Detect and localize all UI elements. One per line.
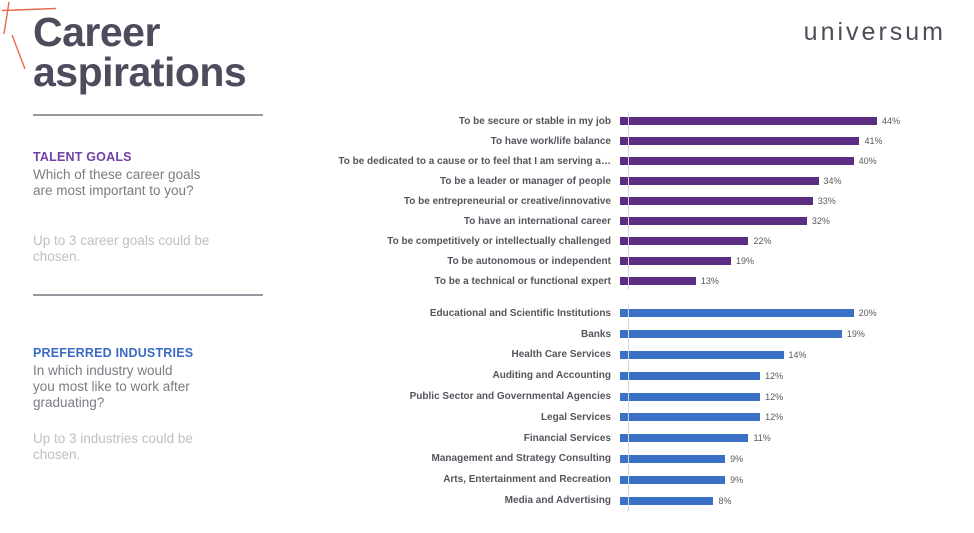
value-label: 40% — [858, 156, 877, 166]
chart-row: Health Care Services 14% — [325, 345, 965, 366]
value-label: 12% — [765, 370, 784, 381]
value-label: 19% — [735, 256, 754, 266]
universum-logo: universum — [803, 18, 946, 46]
bar — [620, 434, 749, 443]
bar — [620, 277, 696, 285]
category-label: To be entrepreneurial or creative/innova… — [403, 195, 611, 207]
category-label: Health Care Services — [511, 349, 611, 361]
chart-row: Public Sector and Governmental Agencies 1… — [325, 386, 965, 407]
bar — [620, 350, 784, 359]
value-label: 12% — [765, 412, 784, 423]
bar — [620, 330, 842, 339]
chart-row: Arts, Entertainment and Recreation 9% — [325, 469, 965, 490]
chart-row: To have an international career 32% — [325, 211, 965, 231]
value-label: 20% — [858, 308, 877, 319]
talent-goals-chart: To be secure or stable in my job 44% To ha… — [325, 111, 965, 291]
value-label: 44% — [881, 116, 900, 126]
value-label: 33% — [817, 196, 836, 206]
value-label: 14% — [788, 349, 807, 360]
category-label: To be autonomous or independent — [447, 255, 611, 267]
chart-row: Management and Strategy Consulting 9% — [325, 449, 965, 470]
bar — [620, 197, 813, 205]
chart-row: Media and Advertising 8% — [325, 490, 965, 511]
value-label: 13% — [700, 276, 719, 286]
category-label: Public Sector and Governmental Agencies — [409, 391, 611, 403]
bar — [620, 413, 761, 422]
bar — [620, 117, 877, 125]
chart-row: Educational and Scientific Institutions 2… — [325, 303, 965, 324]
page-title-line2: aspirations — [33, 49, 247, 96]
bar — [620, 454, 726, 463]
chart-row: Auditing and Accounting 12% — [325, 365, 965, 386]
preferred-industries-question: In which industry would you most like to… — [33, 363, 190, 410]
chart-row: Banks 19% — [325, 324, 965, 345]
value-label: 34% — [823, 176, 842, 186]
corner-sketch-decoration — [1, 1, 57, 70]
preferred-industries-note: Up to 3 industries could be chosen. — [33, 431, 193, 462]
talent-goals-question: Which of these career goals are most imp… — [33, 167, 201, 198]
bar — [620, 157, 854, 165]
category-label: To be a leader or manager of people — [440, 175, 611, 187]
chart-row: To have work/life balance 41% — [325, 131, 965, 151]
category-label: Arts, Entertainment and Recreation — [443, 474, 611, 486]
bar — [620, 177, 819, 185]
category-label: Auditing and Accounting — [492, 370, 611, 382]
divider-top — [33, 114, 263, 116]
category-label: To have work/life balance — [490, 135, 611, 147]
page-title-line1: Career — [33, 9, 160, 55]
chart-row: To be dedicated to a cause or to feel th… — [325, 151, 965, 171]
category-label: To have an international career — [463, 215, 611, 227]
section-heading-talent-goals: TALENT GOALS — [33, 150, 132, 164]
chart-row: Financial Services 11% — [325, 428, 965, 449]
category-label: To be dedicated to a cause or to feel th… — [338, 155, 611, 167]
talent-goals-note: Up to 3 career goals could be chosen. — [33, 233, 210, 264]
bar — [620, 257, 731, 265]
value-label: 19% — [846, 329, 865, 340]
category-label: To be secure or stable in my job — [458, 115, 611, 127]
value-label: 12% — [765, 391, 784, 402]
bar — [620, 371, 761, 380]
bar — [620, 475, 726, 484]
section-heading-preferred-industries: PREFERRED INDUSTRIES — [33, 346, 194, 360]
chart-row: To be a technical or functional expert 13… — [325, 271, 965, 291]
value-label: 8% — [718, 495, 732, 506]
chart-row: To be secure or stable in my job 44% — [325, 111, 965, 131]
chart-row: To be entrepreneurial or creative/innova… — [325, 191, 965, 211]
value-label: 22% — [753, 236, 772, 246]
category-label: To be competitively or intellectually ch… — [387, 235, 611, 247]
category-label: Legal Services — [540, 411, 611, 423]
chart-row: Legal Services 12% — [325, 407, 965, 428]
value-label: 9% — [730, 474, 744, 485]
bar — [620, 137, 860, 145]
category-label: Financial Services — [523, 432, 611, 444]
value-label: 41% — [864, 136, 883, 146]
category-label: Banks — [580, 328, 611, 340]
bar — [620, 496, 714, 505]
preferred-industries-chart: Educational and Scientific Institutions 2… — [325, 303, 965, 512]
bar — [620, 237, 749, 245]
category-label: Media and Advertising — [504, 495, 611, 507]
bar — [620, 217, 807, 225]
value-label: 9% — [730, 453, 744, 464]
chart-row: To be competitively or intellectually ch… — [325, 231, 965, 251]
divider-middle — [33, 294, 263, 296]
category-label: Educational and Scientific Institutions — [429, 307, 611, 319]
page-title: Career aspirations — [33, 9, 247, 96]
bar — [620, 309, 854, 318]
value-label: 11% — [753, 433, 771, 444]
value-label: 32% — [811, 216, 830, 226]
category-label: To be a technical or functional expert — [434, 275, 611, 287]
bar — [620, 392, 761, 401]
chart-row: To be a leader or manager of people 34% — [325, 171, 965, 191]
chart-row: To be autonomous or independent 19% — [325, 251, 965, 271]
category-label: Management and Strategy Consulting — [431, 453, 611, 465]
